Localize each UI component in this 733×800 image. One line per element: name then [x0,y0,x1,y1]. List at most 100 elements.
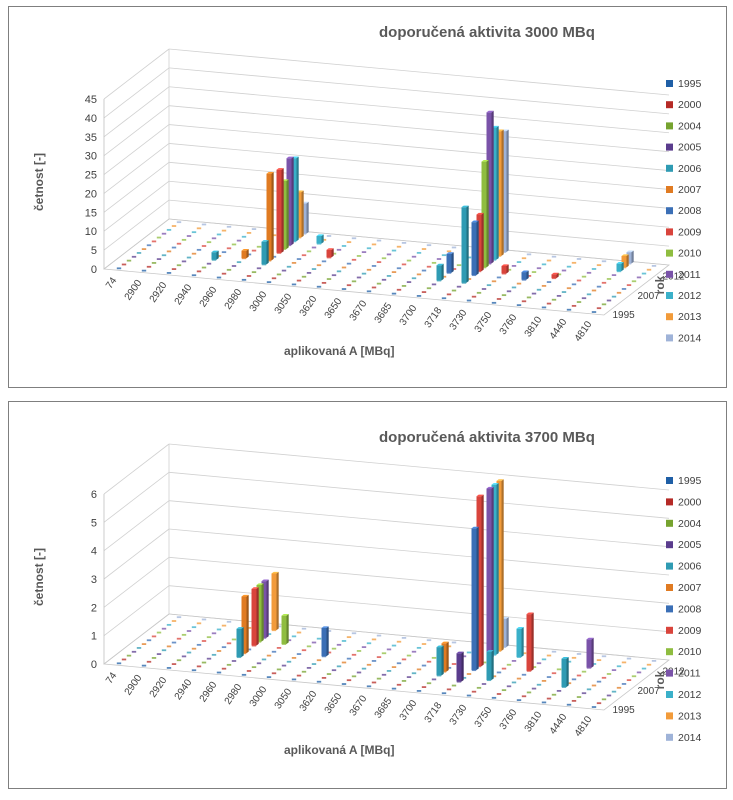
floor-marker [451,246,457,249]
floor-marker [566,660,572,663]
bar-side-2010 [486,159,489,268]
floor-marker [366,247,372,250]
floor-marker [431,283,437,286]
floor-marker [496,650,502,652]
gridline [103,105,170,156]
floor-marker [191,252,197,255]
bar-side-2010 [286,614,289,644]
floor-marker [161,627,167,630]
bar-2012 [516,628,522,657]
bar-2009 [551,274,557,279]
legend-label: 2006 [678,561,702,573]
floor-marker [171,663,177,665]
gridline [103,180,170,232]
floor-marker [591,663,597,665]
floor-marker [311,268,317,270]
floor-marker [416,273,422,276]
x-tick-label: 3760 [498,312,520,337]
floor-marker [291,635,297,638]
floor-marker [421,269,427,272]
floor-marker [341,661,347,664]
floor-marker [441,670,447,673]
floor-marker [331,669,337,672]
floor-marker [136,647,142,649]
legend-label: 2008 [678,603,702,615]
bar-2008 [471,528,477,671]
bar-2006 [486,651,492,681]
bar-top-2012 [316,234,324,237]
floor-marker [461,676,467,679]
floor-marker [551,650,557,653]
floor-marker [116,662,122,665]
floor-marker [556,689,562,692]
x-tick-label: 3650 [323,296,345,321]
bar-top-2008 [521,270,529,273]
floor-marker [576,653,582,655]
floor-marker [311,641,317,644]
floor-marker [236,261,242,264]
floor-marker [526,253,532,256]
legend-swatch [666,292,673,299]
bar-2013 [296,192,302,238]
bar-top-2008 [471,220,479,223]
bar-2007 [266,173,272,261]
floor-marker [326,630,332,632]
x-tick-label: 2900 [123,278,145,303]
bar-side-2010 [261,583,264,642]
legend-label: 2006 [678,163,702,175]
floor-marker [616,665,622,668]
floor-marker [621,288,627,290]
floor-marker [216,671,222,674]
floor-marker [391,666,397,668]
y-tick-label: 45 [85,94,97,106]
floor-marker [176,221,182,224]
floor-marker [196,270,202,273]
bar-2010 [481,161,487,268]
bar-side-2009 [281,168,284,253]
chart-title: doporučená aktivita 3000 MBq [379,24,595,41]
y-tick-label: 40 [85,113,97,125]
floor-marker [436,279,442,282]
floor-marker [426,244,432,247]
bar-2013 [271,573,277,631]
bar-2011 [486,488,492,659]
bar-2012 [316,236,322,244]
floor-marker [401,636,407,639]
floor-marker [516,261,522,263]
floor-marker [561,269,567,272]
floor-marker [536,288,542,291]
floor-marker [526,670,532,672]
floor-marker [216,628,222,631]
floor-marker [641,272,647,275]
x-tick-label: 3750 [473,705,495,730]
bar-2006 [436,265,442,281]
x-tick-label: 3620 [298,294,320,319]
floor-marker [421,248,427,250]
bar-top-2011 [586,637,594,640]
x-tick-label: 3650 [323,691,345,716]
floor-marker [446,293,452,296]
bar-top-2009 [326,248,334,250]
floor-marker [601,303,607,306]
floor-marker [606,673,612,675]
floor-marker [586,293,592,296]
floor-marker [501,272,507,275]
floor-marker [396,662,402,665]
floor-marker [231,638,237,641]
floor-marker [471,295,477,298]
floor-marker [436,258,442,260]
floor-marker [171,225,177,227]
floor-marker [361,272,367,275]
floor-marker [221,667,227,670]
floor-marker [481,266,487,269]
floor-marker [411,255,417,258]
floor-marker [286,265,292,268]
floor-marker [301,670,307,673]
x-tick-label: 3620 [298,689,320,714]
floor-marker [356,276,362,279]
floor-marker [281,269,287,272]
floor-marker [251,271,257,274]
floor-marker [451,268,457,270]
legend-swatch [666,669,673,677]
floor-marker [316,285,322,288]
